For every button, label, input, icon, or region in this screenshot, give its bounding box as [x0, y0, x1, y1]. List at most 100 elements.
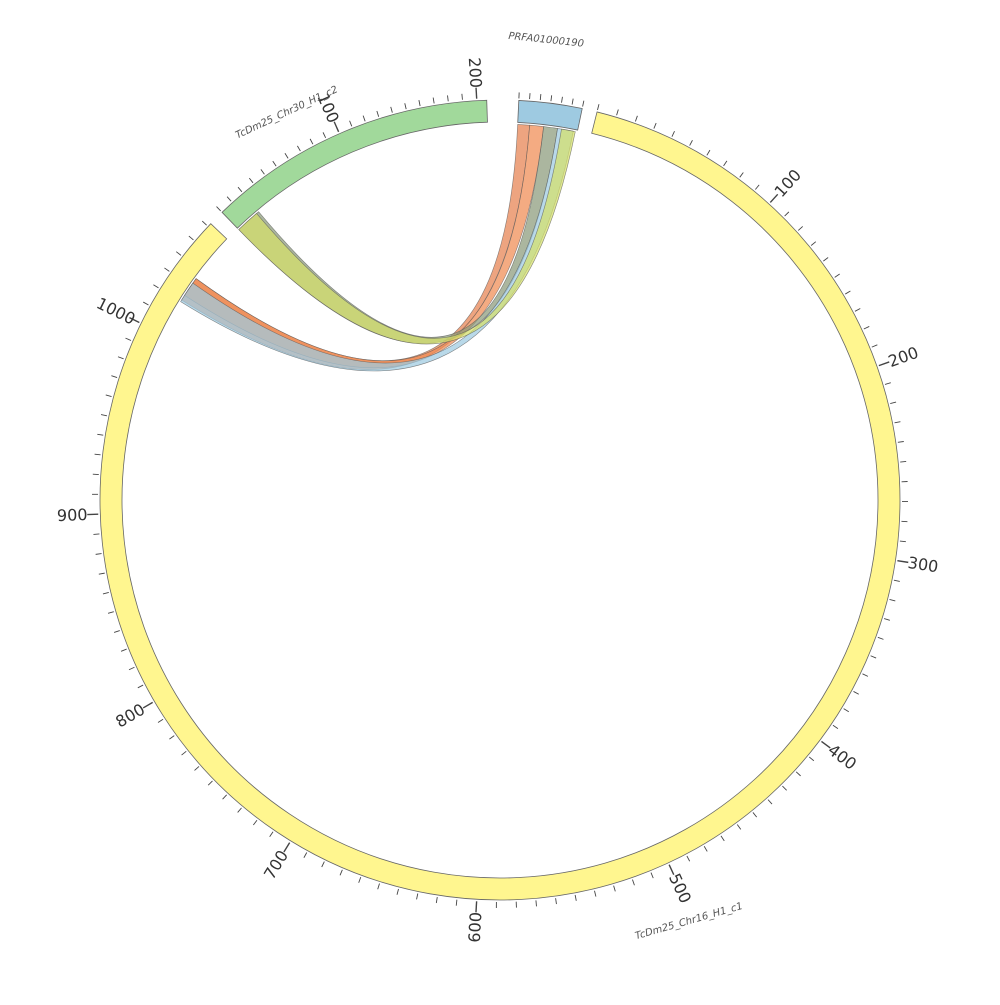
major-tick: [143, 702, 153, 708]
minor-tick: [391, 107, 393, 113]
minor-tick: [540, 94, 541, 100]
minor-tick: [598, 104, 599, 110]
minor-tick: [169, 736, 174, 740]
segment-name-label: TcDm25_Chr16_H1_c1: [634, 901, 744, 942]
minor-tick: [845, 291, 850, 294]
minor-tick: [111, 376, 117, 378]
major-tick: [897, 561, 908, 563]
minor-tick: [898, 442, 904, 443]
major-tick: [770, 194, 777, 202]
minor-tick: [227, 197, 231, 201]
minor-tick: [405, 103, 406, 109]
minor-tick: [894, 580, 900, 581]
minor-tick: [690, 140, 693, 145]
minor-tick: [238, 808, 242, 813]
minor-tick: [447, 95, 448, 101]
minor-tick: [782, 786, 786, 790]
minor-tick: [99, 573, 105, 574]
minor-tick: [900, 541, 906, 542]
minor-tick: [895, 422, 901, 423]
minor-tick: [164, 268, 169, 271]
minor-tick: [304, 853, 307, 858]
minor-tick: [796, 772, 800, 776]
minor-tick: [737, 825, 741, 830]
major-tick: [284, 843, 290, 852]
minor-tick: [462, 94, 463, 100]
minor-tick: [862, 674, 867, 677]
tick-label: 1000: [94, 294, 139, 329]
labels-layer: 1002003004005006007008009001000100200PRF…: [57, 31, 940, 943]
segment-name-label: PRFA01000190: [508, 31, 585, 50]
minor-tick: [594, 891, 595, 897]
links-layer: [181, 124, 576, 371]
major-tick: [821, 741, 830, 748]
minor-tick: [340, 870, 342, 876]
minor-tick: [249, 178, 253, 183]
tick-label: 200: [465, 57, 486, 89]
tick-label: 600: [465, 911, 486, 943]
minor-tick: [572, 99, 573, 105]
minor-tick: [456, 900, 457, 906]
minor-tick: [823, 258, 828, 262]
minor-tick: [153, 285, 158, 288]
minor-tick: [176, 252, 181, 256]
minor-tick: [108, 612, 114, 614]
minor-tick: [106, 395, 112, 397]
minor-tick: [261, 169, 265, 174]
minor-tick: [253, 820, 257, 825]
minor-tick: [270, 832, 273, 837]
minor-tick: [853, 691, 858, 694]
minor-tick: [785, 212, 789, 216]
minor-tick: [285, 153, 288, 158]
minor-tick: [798, 226, 802, 230]
tick-label: 900: [57, 505, 88, 525]
minor-tick: [138, 685, 143, 688]
minor-tick: [855, 308, 860, 311]
minor-tick: [359, 877, 361, 883]
minor-tick: [575, 895, 576, 901]
minor-tick: [872, 345, 878, 347]
minor-tick: [417, 894, 418, 900]
minor-tick: [363, 116, 365, 122]
minor-tick: [654, 123, 656, 129]
minor-tick: [125, 338, 131, 340]
minor-tick: [890, 402, 896, 403]
minor-tick: [556, 898, 557, 904]
minor-tick: [397, 889, 399, 895]
minor-tick: [96, 554, 102, 555]
minor-tick: [97, 434, 103, 435]
minor-tick: [864, 326, 869, 329]
minor-tick: [551, 95, 552, 101]
minor-tick: [114, 631, 120, 633]
minor-tick: [755, 185, 759, 190]
minor-tick: [121, 649, 127, 651]
minor-tick: [378, 884, 380, 890]
minor-tick: [322, 862, 325, 867]
minor-tick: [323, 132, 326, 137]
minor-tick: [651, 873, 653, 879]
minor-tick: [884, 619, 890, 621]
minor-tick: [635, 116, 637, 122]
minor-tick: [419, 100, 420, 106]
minor-tick: [297, 146, 300, 151]
minor-tick: [721, 836, 724, 841]
minor-tick: [900, 461, 906, 462]
minor-tick: [724, 161, 727, 166]
minor-tick: [704, 846, 707, 851]
minor-tick: [536, 900, 537, 906]
minor-tick: [871, 656, 877, 658]
minor-tick: [753, 812, 757, 817]
segment-arcs-layer: [100, 100, 900, 900]
minor-tick: [217, 207, 221, 211]
minor-tick: [101, 415, 107, 416]
major-tick: [669, 865, 674, 875]
minor-tick: [687, 856, 690, 861]
minor-tick: [617, 110, 619, 116]
minor-tick: [223, 795, 227, 799]
minor-tick: [103, 592, 109, 593]
segment-arc-tcdm25_chr16_h1_c1: [100, 112, 900, 900]
minor-tick: [583, 101, 584, 107]
major-tick: [334, 122, 338, 132]
major-tick: [476, 88, 477, 99]
